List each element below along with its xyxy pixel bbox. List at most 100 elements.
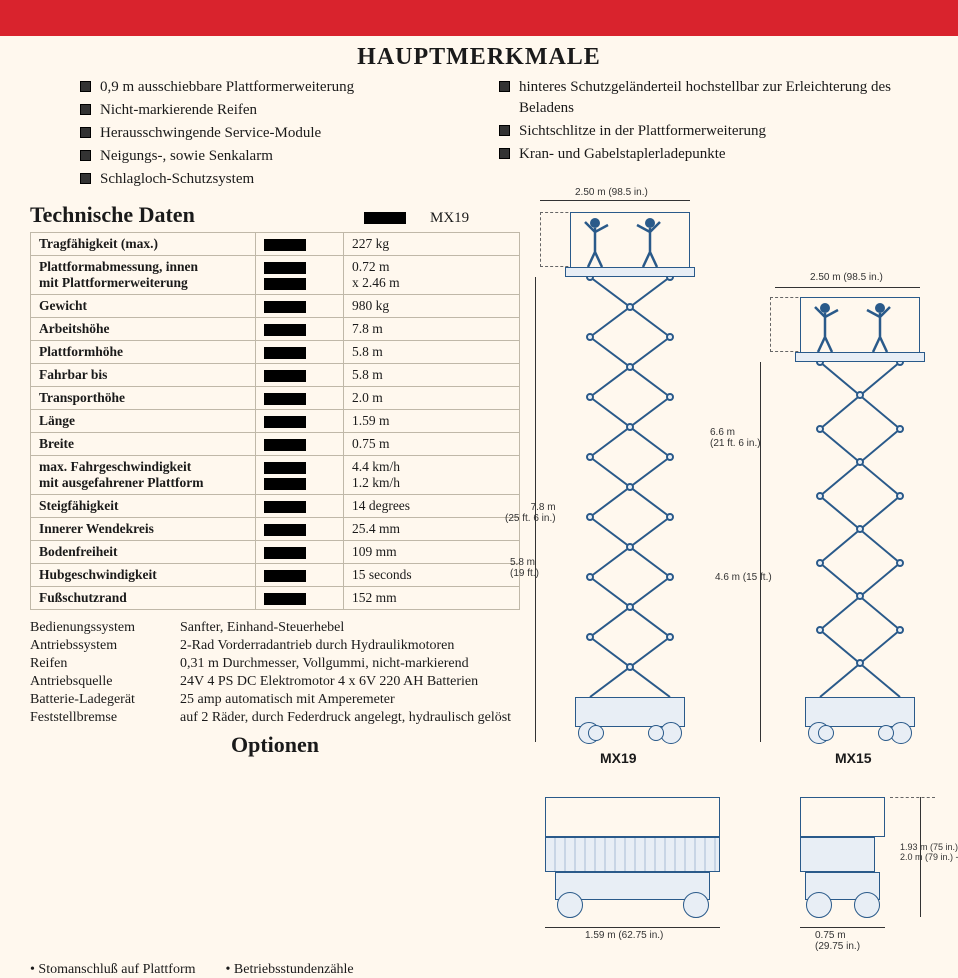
details-row: Antriebsquelle24V 4 PS DC Elektromotor 4… bbox=[30, 674, 520, 690]
model-label-mx15: MX15 bbox=[835, 750, 872, 766]
feature-item: Sichtschlitze in der Plattformerweiterun… bbox=[499, 121, 918, 142]
spec-value: 5.8 m bbox=[343, 341, 519, 364]
spec-value: 14 degrees bbox=[343, 495, 519, 518]
option-item: Betriebsstundenzähle bbox=[226, 962, 354, 978]
spec-row: Länge1.59 m bbox=[31, 410, 520, 433]
spec-label: Innerer Wendekreis bbox=[31, 518, 256, 541]
spec-label: Plattformhöhe bbox=[31, 341, 256, 364]
spec-label: Breite bbox=[31, 433, 256, 456]
feature-text: 0,9 m ausschiebbare Plattformerweiterung bbox=[100, 77, 354, 98]
spec-value: 152 mm bbox=[343, 587, 519, 610]
details-value: 0,31 m Durchmesser, Vollgummi, nicht-mar… bbox=[180, 656, 520, 672]
spec-label: Gewicht bbox=[31, 295, 256, 318]
option-item: Stomanschluß auf Plattform bbox=[30, 962, 196, 978]
spec-value: 2.0 m bbox=[343, 387, 519, 410]
spec-row: Breite 0.75 m bbox=[31, 433, 520, 456]
bullet-icon bbox=[80, 173, 91, 184]
details-label: Antriebsquelle bbox=[30, 674, 180, 690]
tech-model: MX19 bbox=[430, 210, 520, 227]
stowed-scissor bbox=[800, 837, 875, 872]
spec-label: max. Fahrgeschwindigkeitmit ausgefahrene… bbox=[31, 456, 256, 495]
dim-bottom-left: 1.59 m (62.75 in.) bbox=[585, 930, 663, 941]
stowed-scissor bbox=[545, 837, 720, 872]
spec-redacted bbox=[255, 541, 343, 564]
spec-label: Länge bbox=[31, 410, 256, 433]
spec-row: Transporthöhe2.0 m bbox=[31, 387, 520, 410]
spec-redacted bbox=[255, 318, 343, 341]
specs-column: Technische Daten MX19 Tragfähigkeit (max… bbox=[30, 202, 520, 962]
stowed-platform bbox=[800, 797, 885, 837]
spec-label: Steigfähigkeit bbox=[31, 495, 256, 518]
dim-bottom-right: 0.75 m(29.75 in.) bbox=[815, 930, 860, 952]
wheel-icon bbox=[854, 892, 880, 918]
options-row: Stomanschluß auf Plattform Betriebsstunde… bbox=[0, 962, 958, 978]
spec-table: Tragfähigkeit (max.) 227 kgPlattformabmes… bbox=[30, 232, 520, 610]
spec-label: Hubgeschwindigkeit bbox=[31, 564, 256, 587]
wheel-icon bbox=[557, 892, 583, 918]
spec-row: Innerer Wendekreis25.4 mm bbox=[31, 518, 520, 541]
dim-width-top: 2.50 m (98.5 in.) bbox=[575, 187, 648, 198]
details-row: Reifen0,31 m Durchmesser, Vollgummi, nic… bbox=[30, 656, 520, 672]
spec-row: Plattformabmessung, innenmit Plattformer… bbox=[31, 256, 520, 295]
bullet-icon bbox=[80, 150, 91, 161]
spec-label: Arbeitshöhe bbox=[31, 318, 256, 341]
feature-text: Schlagloch-Schutzsystem bbox=[100, 169, 254, 190]
feature-item: Nicht-markierende Reifen bbox=[80, 100, 499, 121]
optionen-title: Optionen bbox=[30, 732, 520, 758]
feature-item: 0,9 m ausschiebbare Plattformerweiterung bbox=[80, 77, 499, 98]
details-value: 24V 4 PS DC Elektromotor 4 x 6V 220 AH B… bbox=[180, 674, 520, 690]
dim-stowed-right: 1.93 m (75 in.) - MX152.0 m (79 in.) - M… bbox=[900, 842, 958, 862]
spec-redacted bbox=[255, 587, 343, 610]
dim-height-66: 6.6 m(21 ft. 6 in.) bbox=[710, 427, 761, 449]
dim-height-46: 4.6 m (15 ft.) bbox=[715, 572, 772, 583]
main-title: HAUPTMERKMALE bbox=[0, 44, 958, 71]
spec-row: Tragfähigkeit (max.) 227 kg bbox=[31, 233, 520, 256]
details-row: BedienungssystemSanfter, Einhand-Steuerh… bbox=[30, 620, 520, 636]
spec-redacted bbox=[255, 387, 343, 410]
details-list: BedienungssystemSanfter, Einhand-Steuerh… bbox=[30, 620, 520, 726]
feature-text: Kran- und Gabelstaplerladepunkte bbox=[519, 144, 726, 165]
bullet-icon bbox=[499, 125, 510, 136]
bullet-icon bbox=[80, 104, 91, 115]
bullet-icon bbox=[80, 81, 91, 92]
spec-row: Steigfähigkeit 14 degrees bbox=[31, 495, 520, 518]
spec-value: 227 kg bbox=[343, 233, 519, 256]
spec-row: Fußschutzrand152 mm bbox=[31, 587, 520, 610]
wheel-inner-icon bbox=[588, 725, 604, 741]
spec-label: Fahrbar bis bbox=[31, 364, 256, 387]
spec-row: Hubgeschwindigkeit15 seconds bbox=[31, 564, 520, 587]
scissor-mechanism bbox=[585, 277, 675, 697]
wheel-icon bbox=[806, 892, 832, 918]
details-value: 2-Rad Vorderradantrieb durch Hydraulikmo… bbox=[180, 638, 520, 654]
feature-text: Sichtschlitze in der Plattformerweiterun… bbox=[519, 121, 766, 142]
feature-item: Schlagloch-Schutzsystem bbox=[80, 169, 499, 190]
worker-icon bbox=[810, 302, 830, 342]
tech-title: Technische Daten bbox=[30, 202, 340, 228]
spec-row: Fahrbar bis5.8 m bbox=[31, 364, 520, 387]
features-right: hinteres Schutzgeländerteil hochstellbar… bbox=[499, 77, 918, 192]
spec-row: Gewicht980 kg bbox=[31, 295, 520, 318]
spec-label: Bodenfreiheit bbox=[31, 541, 256, 564]
dim-line bbox=[775, 287, 920, 288]
details-value: 25 amp automatisch mit Amperemeter bbox=[180, 692, 520, 708]
diagram-area: 2.50 m (98.5 in.) bbox=[520, 202, 940, 962]
spec-redacted bbox=[255, 433, 343, 456]
dim-line bbox=[545, 927, 720, 928]
bullet-icon bbox=[80, 127, 91, 138]
spec-value: 0.72 mx 2.46 m bbox=[343, 256, 519, 295]
worker-icon bbox=[580, 217, 600, 257]
spec-value: 7.8 m bbox=[343, 318, 519, 341]
spec-row: Bodenfreiheit109 mm bbox=[31, 541, 520, 564]
platform-floor bbox=[565, 267, 695, 277]
details-value: auf 2 Räder, durch Federdruck angelegt, … bbox=[180, 710, 520, 726]
wheel-icon bbox=[683, 892, 709, 918]
spec-redacted bbox=[255, 364, 343, 387]
feature-text: Nicht-markierende Reifen bbox=[100, 100, 257, 121]
spec-label: Tragfähigkeit (max.) bbox=[31, 233, 256, 256]
spec-redacted bbox=[255, 564, 343, 587]
stowed-platform bbox=[545, 797, 720, 837]
feature-text: hinteres Schutzgeländerteil hochstellbar… bbox=[519, 77, 918, 119]
bullet-icon bbox=[499, 148, 510, 159]
spec-value: 0.75 m bbox=[343, 433, 519, 456]
spec-redacted bbox=[255, 518, 343, 541]
